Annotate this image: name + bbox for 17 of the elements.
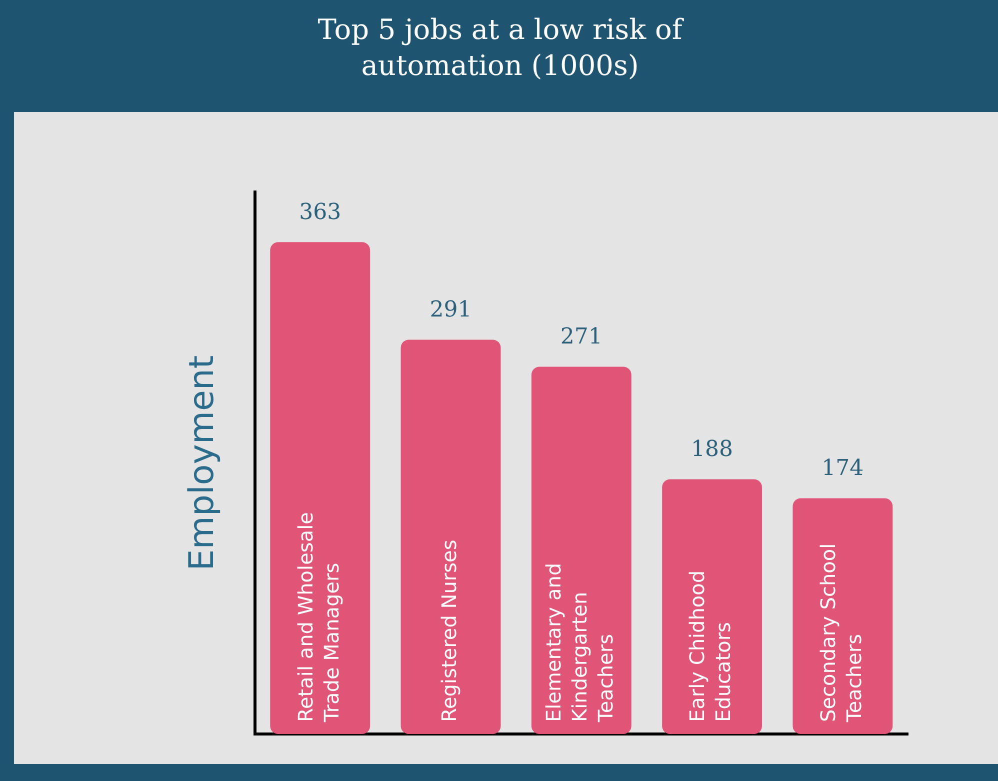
- bar: [792, 498, 893, 734]
- bar: [400, 340, 501, 734]
- y-axis-title: Employment: [182, 355, 222, 571]
- bar: [270, 242, 370, 734]
- bar: [662, 479, 762, 734]
- data-label: 271: [560, 324, 602, 350]
- chart-title: Top 5 jobs at a low risk of automation (1000s): [316, 12, 685, 84]
- x-tick-label: Secondary School Teachers: [816, 543, 866, 723]
- bar: [531, 366, 632, 734]
- x-tick-label: Early Chidhood Educators: [685, 570, 736, 722]
- x-tick-label: Retail and Wholesale Trade Managers: [293, 512, 344, 723]
- data-label: 188: [691, 436, 734, 462]
- x-tick-label: Elementary and Kindergarten Teachers: [542, 562, 618, 723]
- data-label: 174: [822, 456, 864, 481]
- data-label: 291: [430, 297, 472, 322]
- data-label: 363: [299, 200, 342, 225]
- x-tick-label: Registered Nurses: [436, 540, 461, 722]
